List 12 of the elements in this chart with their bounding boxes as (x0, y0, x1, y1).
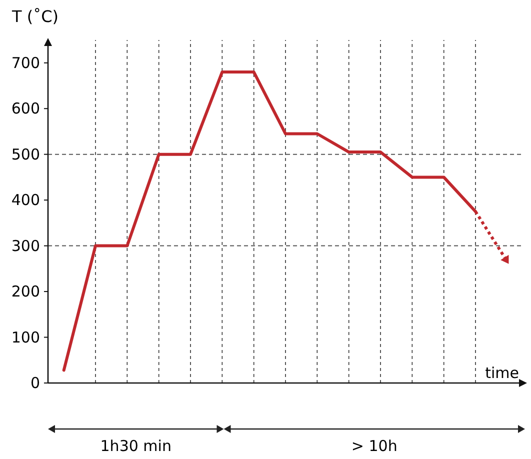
y-tick-label: 300 (11, 236, 40, 255)
y-tick-label: 400 (11, 191, 40, 210)
text: > 10h (351, 437, 398, 455)
x-axis-title: time (485, 364, 519, 382)
y-tick-label: 200 (11, 282, 40, 301)
y-tick-label: 100 (11, 328, 40, 346)
y-tick-label: 500 (11, 145, 40, 164)
y-axis-title: T (˚C) (11, 7, 59, 26)
y-tick-label: 700 (11, 54, 40, 72)
y-tick-label: 0 (30, 374, 40, 392)
text: 1h30 min (100, 437, 172, 455)
y-tick-label: 600 (11, 100, 40, 118)
